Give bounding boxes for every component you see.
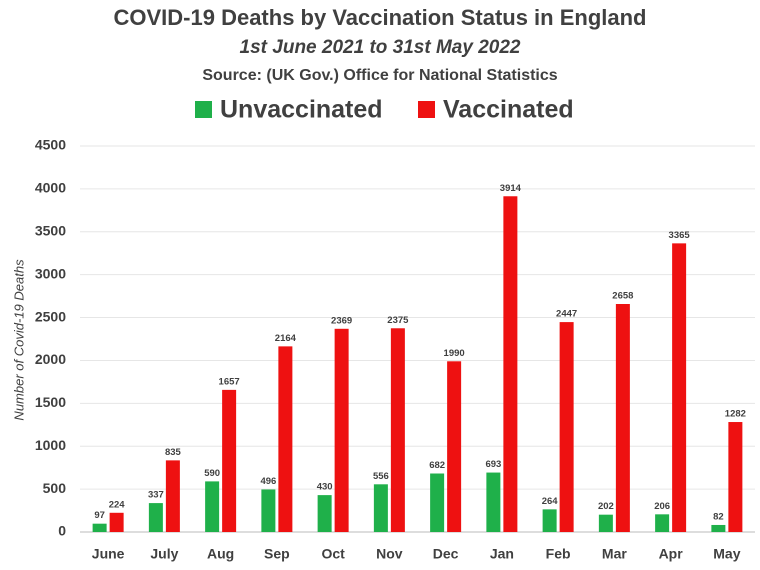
data-label: 1657	[219, 376, 240, 387]
data-label: 3365	[669, 230, 691, 241]
bar	[205, 481, 220, 532]
x-tick-label: May	[713, 546, 740, 562]
y-tick-label: 2500	[35, 308, 66, 324]
bar	[92, 523, 107, 532]
bar	[486, 472, 501, 532]
data-label: 2447	[556, 309, 577, 320]
bar	[165, 460, 180, 532]
data-label: 2164	[275, 333, 297, 344]
bar	[148, 503, 163, 532]
x-tick-label: Dec	[433, 546, 459, 562]
y-tick-label: 0	[58, 523, 66, 539]
data-label: 496	[260, 476, 276, 487]
y-tick-label: 2000	[35, 351, 66, 367]
data-label: 206	[654, 501, 670, 512]
bar	[390, 328, 405, 532]
bar	[655, 514, 670, 532]
x-tick-label: Nov	[376, 546, 403, 562]
y-tick-label: 1500	[35, 394, 66, 410]
bar	[373, 484, 388, 532]
data-label: 590	[204, 468, 220, 479]
bar	[503, 196, 518, 532]
x-tick-label: Mar	[602, 546, 627, 562]
bar	[728, 422, 743, 532]
bar	[598, 514, 613, 532]
data-label: 3914	[500, 183, 522, 194]
y-tick-label: 4500	[35, 137, 66, 153]
x-tick-label: June	[92, 546, 125, 562]
bar	[261, 489, 276, 532]
x-tick-label: Oct	[321, 546, 345, 562]
data-label: 556	[373, 471, 389, 482]
chart-subtitle: 1st June 2021 to 31st May 2022	[240, 37, 521, 58]
bar	[711, 524, 726, 532]
legend-label: Vaccinated	[443, 96, 574, 124]
bar	[317, 495, 332, 532]
bar	[672, 243, 687, 532]
data-label: 1990	[444, 348, 465, 359]
x-tick-label: Jan	[490, 546, 514, 562]
data-label: 264	[542, 496, 559, 507]
data-label: 97	[94, 510, 105, 521]
x-tick-label: Apr	[659, 546, 684, 562]
bar	[542, 509, 557, 532]
data-label: 202	[598, 501, 614, 512]
legend-marker	[418, 101, 435, 118]
data-label: 835	[165, 447, 182, 458]
y-tick-label: 3000	[35, 265, 66, 281]
y-tick-label: 1000	[35, 437, 66, 453]
bar	[559, 322, 574, 532]
y-axis-label: Number of Covid-19 Deaths	[11, 259, 26, 421]
data-label: 2375	[387, 315, 409, 326]
data-label: 2369	[331, 315, 352, 326]
bar	[109, 512, 124, 532]
legend-marker	[195, 101, 212, 118]
data-label: 82	[713, 511, 724, 522]
x-tick-label: Sep	[264, 546, 290, 562]
data-label: 1282	[725, 409, 746, 420]
data-label: 2658	[612, 291, 633, 302]
y-tick-label: 4000	[35, 180, 66, 196]
y-tick-label: 500	[43, 480, 67, 496]
chart-source: Source: (UK Gov.) Office for National St…	[202, 67, 557, 84]
x-tick-label: Feb	[546, 546, 571, 562]
bar	[615, 304, 630, 532]
chart-title: COVID-19 Deaths by Vaccination Status in…	[113, 5, 646, 30]
bar	[278, 346, 293, 532]
data-label: 682	[429, 460, 445, 471]
data-label: 224	[109, 499, 126, 510]
data-label: 430	[317, 482, 333, 493]
bar	[447, 361, 462, 532]
legend-label: Unvaccinated	[220, 96, 383, 124]
bar	[222, 389, 237, 532]
bar	[334, 328, 349, 532]
x-tick-label: Aug	[207, 546, 234, 562]
data-label: 337	[148, 490, 164, 501]
y-tick-label: 3500	[35, 222, 66, 238]
x-tick-label: July	[150, 546, 178, 562]
data-label: 693	[485, 459, 501, 470]
bar	[430, 473, 445, 532]
